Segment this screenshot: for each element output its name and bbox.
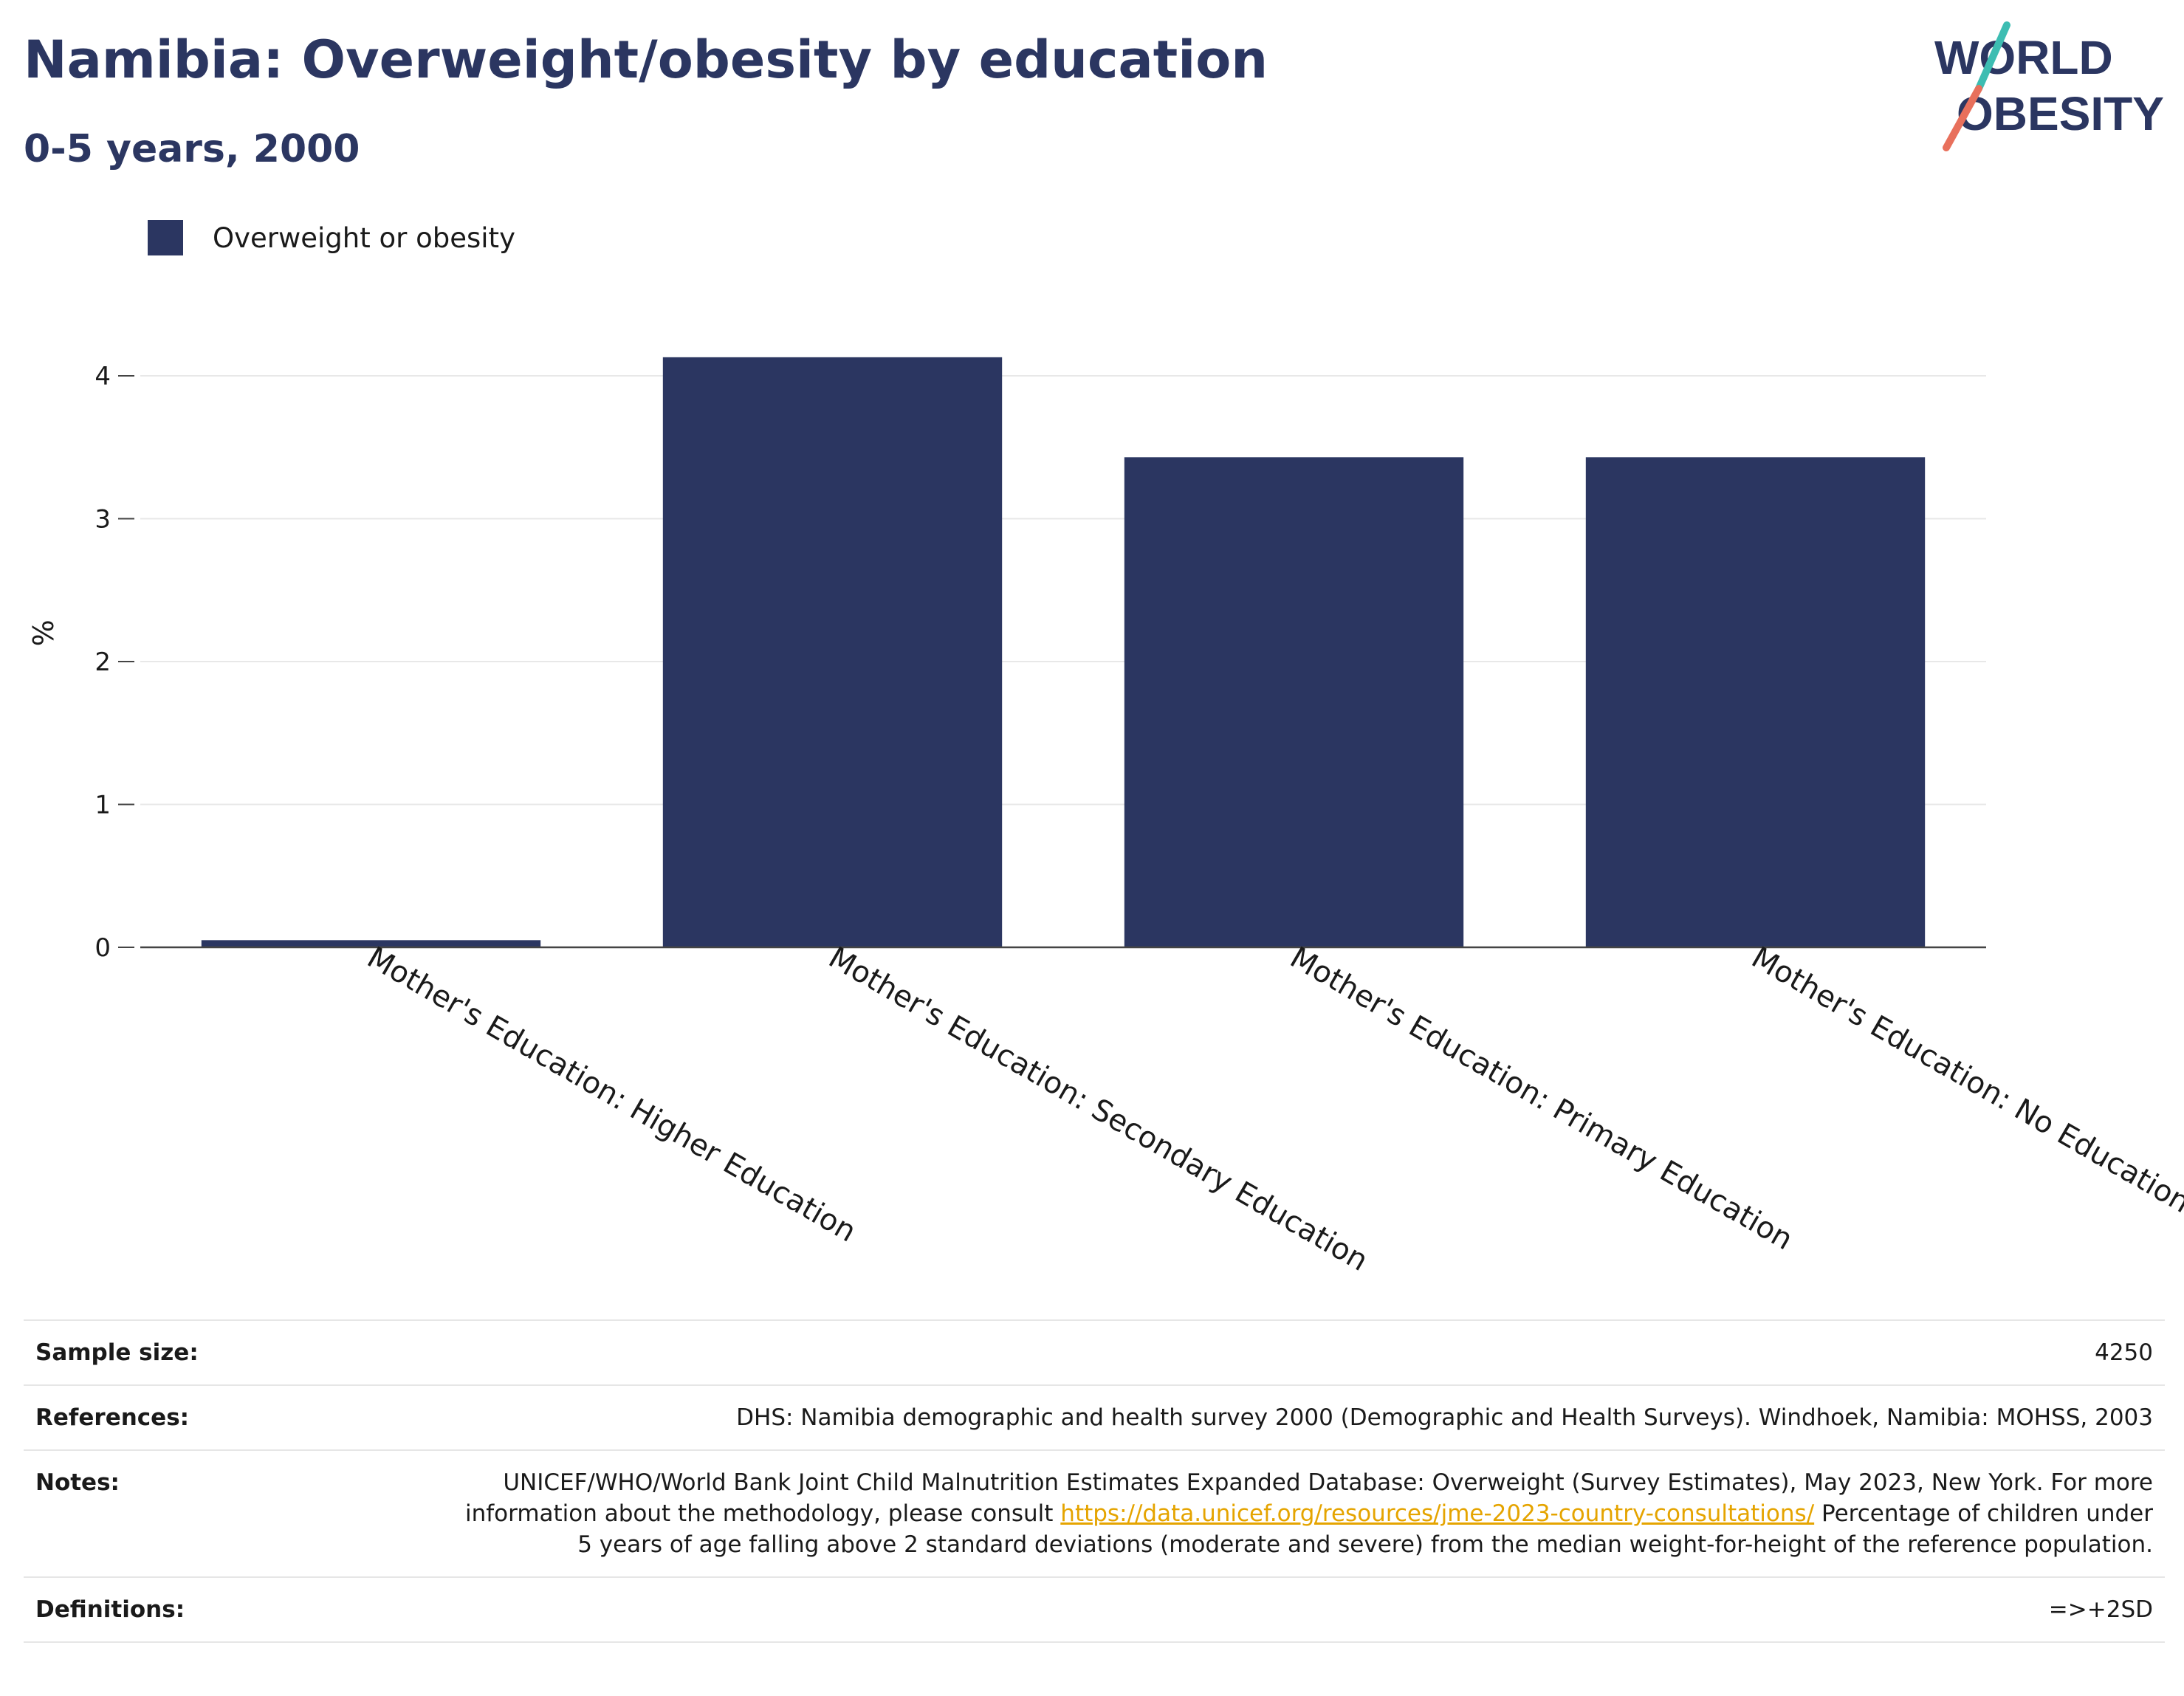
legend-swatch [148,220,183,255]
x-tick-label: Mother's Education: No Education [1746,941,2184,1220]
sample-size-label: Sample size: [35,1339,199,1366]
metadata-table: Sample size: 4250 References: DHS: Namib… [24,1319,2165,1643]
meta-row-references: References: DHS: Namibia demographic and… [24,1384,2165,1449]
notes-value: UNICEF/WHO/World Bank Joint Child Malnut… [455,1467,2153,1560]
chart-subtitle: 0-5 years, 2000 [24,127,360,171]
chart-title: Namibia: Overweight/obesity by education [24,30,1268,90]
meta-row-notes: Notes: UNICEF/WHO/World Bank Joint Child… [24,1449,2165,1576]
x-tick-label: Mother's Education: Higher Education [362,941,862,1249]
chart-legend: Overweight or obesity [148,220,515,255]
definitions-value: =>+2SD [2048,1596,2153,1623]
world-obesity-logo: WORLD OBESITY [1934,21,2164,151]
logo-text-world: WORLD [1934,31,2113,84]
references-value: DHS: Namibia demographic and health surv… [736,1404,2153,1431]
y-tick-label: 0 [95,933,111,963]
y-tick-label: 2 [95,648,111,677]
notes-text-before: UNICEF/WHO/World Bank Joint Child Malnut… [464,1469,2153,1527]
notes-methodology-link[interactable]: https://data.unicef.org/resources/jme-20… [1060,1500,1815,1527]
x-tick-label: Mother's Education: Primary Education [1285,941,1799,1257]
logo-slash-top [1975,21,2010,92]
logo-slash-bottom [1943,85,1982,151]
x-tick-label: Mother's Education: Secondary Education [823,941,1374,1278]
notes-text-after: Percentage of children under 5 years of … [577,1500,2153,1558]
y-tick-label: 4 [95,362,111,391]
notes-label: Notes: [35,1469,120,1496]
bar [1124,457,1464,947]
meta-row-sample-size: Sample size: 4250 [24,1319,2165,1384]
bar-chart: 0 1 2 3 4% Mother's Education: Higher Educati… [27,357,2184,1278]
bar [662,357,1003,948]
y-tick-label: 3 [95,505,111,535]
sample-size-value: 4250 [2095,1339,2153,1366]
meta-row-definitions: Definitions: =>+2SD [24,1576,2165,1643]
y-axis-title: % [27,619,60,646]
definitions-label: Definitions: [35,1596,185,1623]
legend-label: Overweight or obesity [213,222,515,254]
references-label: References: [35,1404,190,1431]
bar [201,940,541,947]
logo-text-obesity: OBESITY [1957,87,2164,140]
y-tick-label: 1 [95,791,111,820]
bar [1585,457,1926,947]
